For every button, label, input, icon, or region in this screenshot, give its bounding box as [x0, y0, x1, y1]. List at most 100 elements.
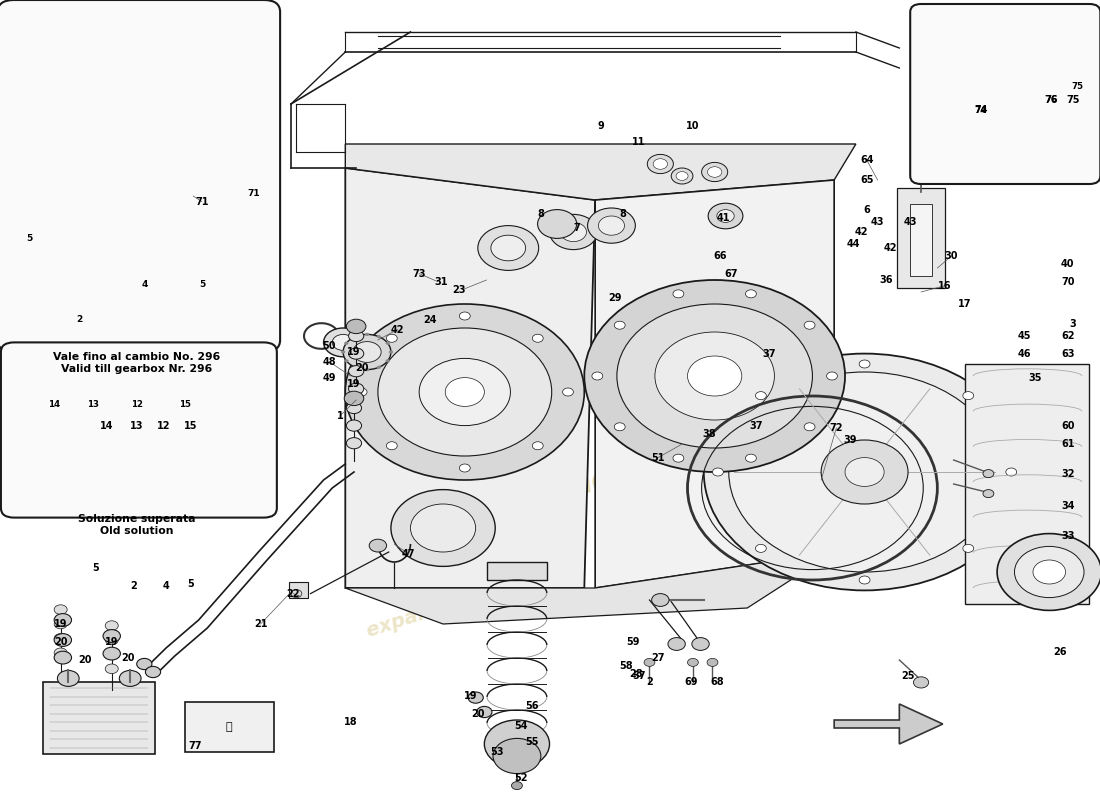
- Text: 5: 5: [26, 234, 32, 243]
- Circle shape: [729, 372, 1000, 572]
- Text: 24: 24: [424, 315, 437, 325]
- Circle shape: [88, 266, 103, 278]
- Circle shape: [688, 356, 741, 396]
- Circle shape: [377, 335, 381, 338]
- Bar: [486, 562, 548, 580]
- Circle shape: [106, 650, 118, 659]
- Circle shape: [106, 664, 118, 674]
- Text: 62: 62: [1062, 331, 1075, 341]
- Text: 64: 64: [860, 155, 873, 165]
- Text: 61: 61: [1062, 439, 1075, 449]
- Text: 7: 7: [573, 223, 580, 233]
- Circle shape: [713, 468, 724, 476]
- Text: 5: 5: [188, 579, 195, 589]
- Circle shape: [349, 366, 364, 377]
- Circle shape: [538, 210, 576, 238]
- Text: 54: 54: [515, 722, 528, 731]
- Text: 13: 13: [130, 421, 143, 430]
- Text: 8: 8: [538, 210, 544, 219]
- Circle shape: [1043, 91, 1056, 101]
- Circle shape: [717, 210, 734, 222]
- Text: 37: 37: [749, 421, 762, 430]
- Text: 4: 4: [163, 581, 169, 590]
- Circle shape: [550, 214, 597, 250]
- Circle shape: [87, 421, 100, 430]
- Circle shape: [997, 534, 1100, 610]
- Circle shape: [1005, 468, 1016, 476]
- Circle shape: [746, 454, 757, 462]
- Circle shape: [344, 342, 349, 345]
- Text: 8: 8: [619, 210, 626, 219]
- Text: 40: 40: [1062, 259, 1075, 269]
- Text: 20: 20: [54, 637, 67, 646]
- Text: 46: 46: [1018, 349, 1031, 358]
- Text: 76: 76: [1045, 95, 1058, 105]
- Circle shape: [377, 366, 381, 369]
- Text: 57: 57: [631, 671, 646, 681]
- Circle shape: [532, 442, 543, 450]
- Text: 43: 43: [903, 217, 917, 226]
- Circle shape: [385, 342, 389, 345]
- Circle shape: [53, 234, 68, 246]
- Circle shape: [194, 432, 200, 437]
- Text: 3: 3: [1070, 319, 1077, 329]
- Text: 27: 27: [651, 653, 664, 662]
- Text: 20: 20: [355, 363, 368, 373]
- Text: 60: 60: [1062, 421, 1075, 430]
- Text: 37: 37: [762, 349, 776, 358]
- Text: 66: 66: [713, 251, 727, 261]
- Text: 20: 20: [471, 709, 485, 718]
- Text: 26: 26: [1054, 647, 1067, 657]
- Circle shape: [353, 335, 358, 338]
- Circle shape: [164, 423, 170, 428]
- Circle shape: [914, 149, 927, 158]
- Circle shape: [119, 670, 141, 686]
- Circle shape: [654, 332, 774, 420]
- FancyBboxPatch shape: [0, 0, 280, 352]
- Text: 14: 14: [48, 400, 60, 410]
- Circle shape: [169, 432, 176, 437]
- Circle shape: [962, 392, 974, 400]
- Circle shape: [145, 666, 161, 678]
- Text: 68: 68: [710, 677, 724, 686]
- Text: 19: 19: [348, 379, 361, 389]
- Text: 52: 52: [515, 773, 528, 782]
- Circle shape: [845, 458, 884, 486]
- Text: 21: 21: [254, 619, 267, 629]
- Circle shape: [90, 308, 101, 316]
- Circle shape: [54, 651, 72, 664]
- Text: 47: 47: [402, 549, 415, 558]
- Circle shape: [388, 350, 393, 354]
- Text: 25: 25: [901, 671, 915, 681]
- Circle shape: [647, 154, 673, 174]
- Circle shape: [54, 614, 72, 626]
- Circle shape: [54, 605, 67, 614]
- Text: 34: 34: [1062, 501, 1075, 510]
- Text: 55: 55: [526, 738, 539, 747]
- Text: 51: 51: [651, 453, 664, 462]
- Text: 42: 42: [855, 227, 868, 237]
- Polygon shape: [345, 144, 856, 200]
- Circle shape: [206, 188, 228, 204]
- Circle shape: [673, 290, 684, 298]
- Text: 42: 42: [390, 325, 404, 334]
- Text: 🐎: 🐎: [226, 722, 232, 732]
- Text: 39: 39: [844, 435, 857, 445]
- Text: 56: 56: [526, 701, 539, 710]
- Circle shape: [562, 388, 573, 396]
- Circle shape: [343, 334, 390, 370]
- Circle shape: [532, 334, 543, 342]
- Text: 19: 19: [348, 347, 361, 357]
- Text: Soluzione superata
Old solution: Soluzione superata Old solution: [78, 514, 196, 536]
- Text: 45: 45: [1018, 331, 1031, 341]
- Polygon shape: [43, 682, 155, 754]
- Circle shape: [54, 648, 67, 658]
- Text: 29: 29: [608, 293, 622, 302]
- Polygon shape: [898, 188, 945, 288]
- Circle shape: [493, 738, 541, 774]
- Circle shape: [477, 226, 539, 270]
- Circle shape: [48, 422, 59, 430]
- Circle shape: [346, 319, 366, 334]
- Circle shape: [587, 208, 636, 243]
- Text: 59: 59: [626, 637, 640, 646]
